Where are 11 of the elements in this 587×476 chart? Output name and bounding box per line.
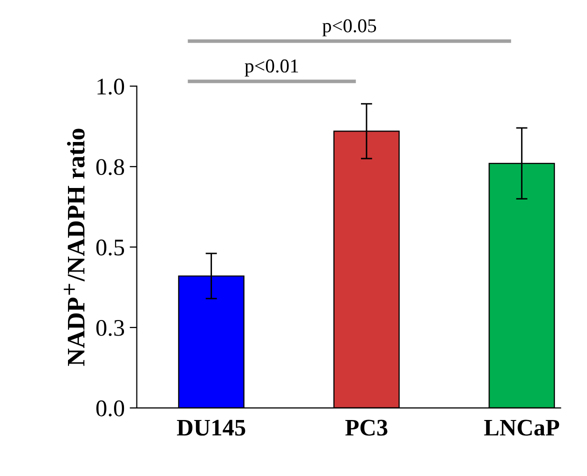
y-axis-title: NADP$^{+}$/NADPH ratio <box>64 128 85 366</box>
y-tick-label: 0.8 <box>96 159 124 176</box>
y-tick-label: 0.5 <box>96 240 124 256</box>
x-tick-label: DU145 <box>176 420 246 436</box>
y-tick-label: 0.0 <box>96 400 124 416</box>
x-tick-label: PC3 <box>345 420 388 436</box>
y-tick-label: 1.0 <box>98 78 124 95</box>
text: p<0.01 <box>244 59 298 77</box>
y-tick-label: 0.3 <box>96 320 124 336</box>
text: p<0.05 <box>322 19 376 36</box>
x-tick-label: LNCaP <box>484 420 560 436</box>
